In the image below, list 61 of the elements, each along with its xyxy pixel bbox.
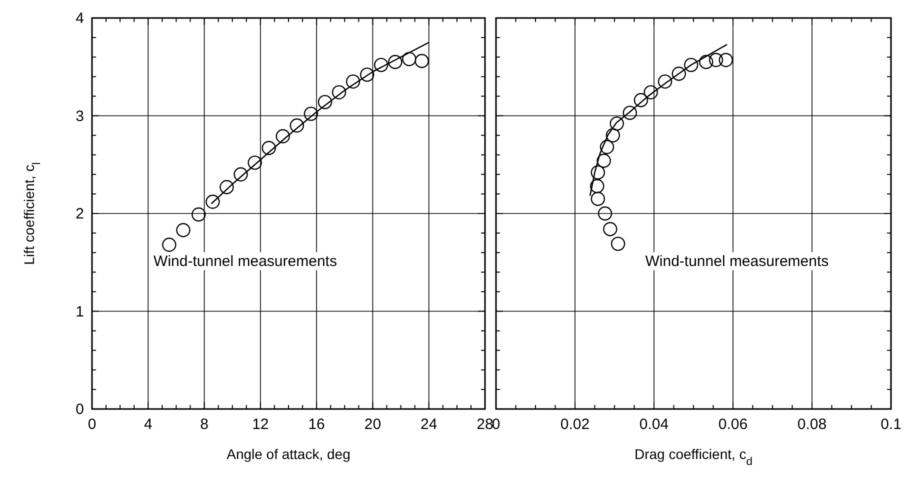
x-tick-label: 0.08 [797,416,827,433]
x-axis-title: Drag coefficient, c$_{d}$ [634,446,753,468]
point [234,167,248,182]
x-tick-label: 8 [200,416,208,433]
x-tick-label: 24 [420,416,438,433]
point [262,140,276,156]
point [346,74,360,89]
point [684,58,698,72]
x-tick-label: 16 [308,416,325,433]
point [596,154,611,168]
point [318,94,332,110]
y-tick-label: 1 [76,303,84,320]
point [414,54,429,68]
point [276,129,290,144]
point [206,194,220,209]
annotation: Wind-tunnel measurements [154,253,337,270]
point [360,68,374,82]
point [248,156,262,170]
x-tick-label: 0.04 [639,416,669,433]
x-tick-label: 0 [492,416,500,433]
x-tick-label: 0.02 [560,416,590,433]
x-axis-title: Angle of attack, deg [226,446,350,462]
y-tick-label: 0 [76,401,84,418]
y-tick-label: 3 [76,108,84,125]
y-tick-label: 4 [76,10,84,27]
point [176,223,190,238]
x-tick-label: 4 [144,416,152,433]
x-tick-label: 28 [476,416,494,433]
x-tick-label: 20 [364,416,382,433]
point [220,180,234,194]
point [332,85,346,100]
point [708,52,724,68]
point [388,54,402,70]
point [622,106,638,120]
point [374,58,388,72]
point [590,165,606,180]
y-tick-label: 2 [76,206,84,222]
point [192,207,206,222]
x-tick-label: 0.06 [718,416,748,433]
point [598,206,612,221]
x-tick-label: 0 [88,416,96,433]
point [699,54,714,70]
point [634,93,648,108]
point [644,85,658,100]
point [590,192,606,206]
x-tick-label: 12 [252,416,269,433]
point [402,52,416,66]
point [304,106,318,121]
annotation: Wind-tunnel measurements [645,253,829,270]
point [658,74,672,89]
point [600,140,614,154]
point [672,66,686,81]
point [290,118,304,133]
point [718,52,733,68]
point [162,238,176,252]
x-tick-label: 0.1 [880,416,902,433]
point [610,116,624,131]
point [590,179,604,194]
point [610,236,626,251]
point [606,128,620,142]
point [603,222,618,236]
